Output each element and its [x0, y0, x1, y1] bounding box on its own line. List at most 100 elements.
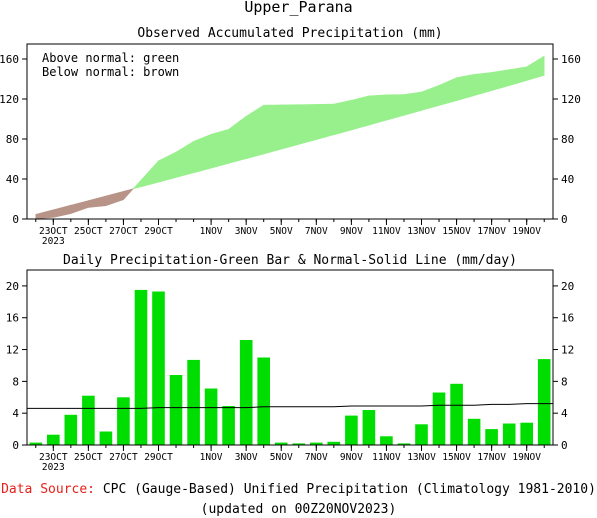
accum-xtick-label: 13NOV [407, 226, 436, 237]
accum-ytick-label-left: 0 [12, 213, 19, 226]
daily-xtick-label: 11NOV [372, 452, 401, 463]
daily-xtick-label: 25OCT [74, 452, 103, 463]
accum-ytick-label-right: 120 [561, 93, 581, 106]
daily-xtick-label: 9NOV [340, 452, 363, 463]
daily-ytick-label-left: 16 [6, 312, 19, 325]
accum-xtick-label: 15NOV [442, 226, 471, 237]
daily-frame-top [26, 269, 554, 446]
daily-precip-bar [397, 443, 411, 445]
daily-xtick-label: 7NOV [305, 452, 328, 463]
accum-ytick-label-right: 160 [561, 53, 581, 66]
below-normal-segment [88, 195, 107, 208]
accum-ytick-label-left: 120 [0, 93, 19, 106]
daily-precip-bar [117, 397, 130, 445]
daily-precip-bar [345, 415, 358, 445]
data-source-footer: Data Source: CPC (Gauge-Based) Unified P… [0, 482, 597, 497]
accum-chart-title: Observed Accumulated Precipitation (mm) [137, 26, 443, 41]
updated-footer: (updated on 00Z20NOV2023) [200, 502, 397, 517]
above-normal-segment [386, 94, 405, 121]
daily-precip-bar [380, 436, 393, 446]
daily-ytick-label-right: 4 [561, 407, 568, 420]
daily-precip-bar [502, 423, 516, 445]
above-normal-segment [315, 103, 335, 140]
above-normal-segment [245, 104, 265, 160]
accum-ytick-label-right: 40 [561, 173, 574, 186]
above-normal-segment [280, 104, 300, 150]
daily-xtick-label: 29OCT [144, 452, 173, 463]
accum-xtick-label: 9NOV [340, 226, 363, 237]
above-normal-segment [403, 91, 422, 116]
daily-precip-bar [292, 443, 306, 445]
above-normal-segment [175, 140, 194, 178]
above-normal-segment [491, 69, 510, 91]
below-normal-area [35, 188, 135, 220]
accum-xtick-label: 27OCT [109, 226, 138, 237]
above-normal-segment [210, 129, 229, 169]
above-normal-segment [140, 160, 159, 188]
daily-precip-bar [47, 434, 60, 445]
above-normal-segment [263, 104, 282, 155]
daily-precip-bar [274, 442, 288, 445]
daily-precip-bar [204, 388, 218, 445]
above-normal-segment [421, 84, 440, 111]
daily-ytick-label-right: 12 [561, 344, 574, 357]
below-normal-segment [35, 209, 54, 220]
above-normal-segment [526, 55, 545, 81]
daily-xtick-label: 3NOV [235, 452, 258, 463]
accum-ytick-label-right: 80 [561, 133, 574, 146]
daily-ytick-label-left: 0 [12, 439, 19, 452]
accum-ytick-label-left: 40 [6, 173, 19, 186]
daily-ytick-label-left: 8 [12, 375, 19, 388]
daily-precip-bar [520, 422, 533, 445]
daily-xtick-label: 15NOV [442, 452, 471, 463]
accum-xtick-year: 2023 [42, 236, 65, 247]
legend-below-normal: Below normal: brown [42, 65, 179, 79]
above-normal-segment [368, 94, 387, 126]
daily-precip-bar [485, 429, 498, 445]
daily-precip-bar [467, 418, 481, 446]
above-normal-segment [132, 179, 142, 190]
below-normal-segment [123, 188, 135, 201]
daily-ytick-label-right: 8 [561, 375, 568, 388]
daily-precip-bar [169, 375, 183, 445]
daily-ytick-label-right: 16 [561, 312, 574, 325]
normal-daily-line [27, 403, 553, 409]
accum-ytick-label-left: 80 [6, 133, 19, 146]
daily-precip-bar [134, 289, 148, 445]
above-normal-segment [351, 95, 370, 131]
daily-precip-bar [537, 359, 551, 445]
accum-xtick-label: 29OCT [144, 226, 173, 237]
daily-ytick-label-left: 12 [6, 344, 19, 357]
above-normal-segment [193, 133, 212, 174]
daily-xtick-label: 13NOV [407, 452, 436, 463]
daily-precip-bar [310, 442, 323, 445]
daily-frame [26, 269, 554, 446]
daily-precip-bar [29, 442, 43, 445]
above-normal-segment [438, 77, 457, 106]
above-normal-segment [508, 66, 528, 86]
accum-ytick-label-left: 160 [0, 53, 19, 66]
accum-xtick-label: 17NOV [477, 226, 506, 237]
daily-precip-bar [327, 441, 341, 445]
above-normal-segment [456, 74, 475, 101]
daily-precip-bar [222, 406, 235, 445]
above-normal-segment [158, 151, 177, 183]
daily-precip-bar [187, 359, 200, 445]
daily-precip-bar [362, 410, 376, 445]
daily-precip-bar [152, 291, 165, 445]
below-normal-segment [70, 200, 89, 215]
above-normal-segment [473, 72, 492, 96]
daily-xtick-label: 23OCT [39, 452, 68, 463]
daily-ytick-label-left: 4 [12, 407, 19, 420]
daily-xtick-label: 17NOV [477, 452, 506, 463]
accum-xtick-label: 19NOV [512, 226, 541, 237]
daily-ytick-label-right: 20 [561, 280, 574, 293]
above-normal-segment [228, 115, 247, 164]
accum-ytick-label-right: 0 [561, 213, 568, 226]
below-normal-segment [105, 191, 124, 207]
daily-precip-bar [415, 424, 428, 445]
legend-above-normal: Above normal: green [42, 51, 179, 65]
data-source-label: Data Source: [1, 482, 95, 497]
daily-precip-bar [64, 414, 78, 445]
